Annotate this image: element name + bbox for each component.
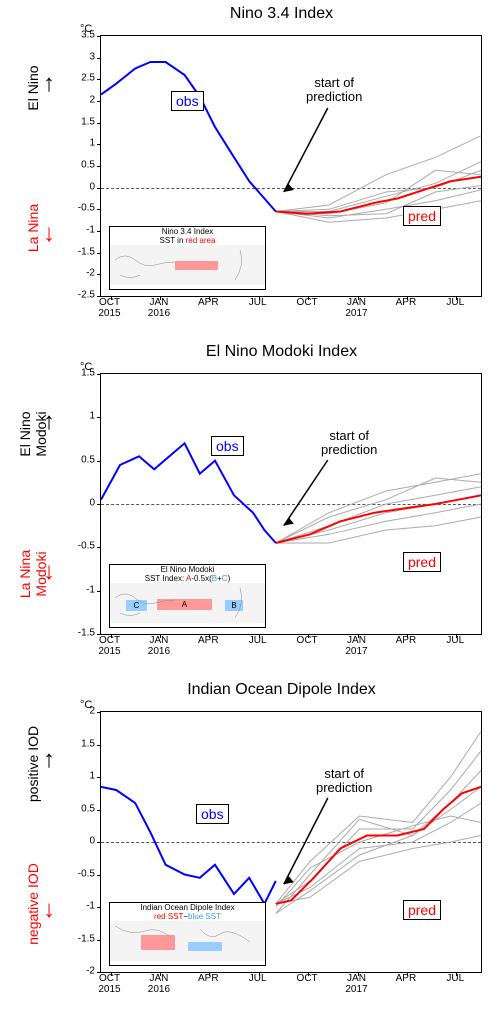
- up-phase-label: positive IOD: [25, 699, 41, 829]
- y-tick-label: -2: [65, 268, 95, 279]
- plot-area: obspredstart ofpredictionEl Nino ModokiS…: [100, 373, 482, 635]
- y-tick-label: -1.5: [65, 933, 95, 944]
- x-tick-label: APR: [198, 635, 219, 646]
- x-tick-label: JAN2017: [345, 635, 367, 657]
- inset-subtitle: red SST−blue SST: [110, 912, 265, 921]
- down-arrow-icon: ↓: [43, 220, 55, 248]
- y-tick-label: 1.5: [65, 738, 95, 749]
- x-tick-label: JUL: [249, 973, 267, 984]
- x-tick-label: APR: [396, 973, 417, 984]
- chart-panel-1: El Nino Modoki Index°Cobspredstart ofpre…: [5, 343, 498, 673]
- y-tick-label: 2: [65, 706, 95, 717]
- up-arrow-icon: ↑: [43, 746, 55, 774]
- y-tick-label: 1.5: [65, 116, 95, 127]
- x-tick-label: JAN2016: [148, 973, 170, 995]
- y-tick-label: 1.5: [65, 368, 95, 379]
- x-tick-label: OCT2015: [98, 973, 120, 995]
- x-tick-label: OCT: [297, 635, 318, 646]
- y-tick-label: 1: [65, 411, 95, 422]
- y-tick-label: 0: [65, 498, 95, 509]
- x-tick-label: JAN2017: [345, 297, 367, 319]
- x-tick-label: JUL: [249, 297, 267, 308]
- plot-area: obspredstart ofpredictionNino 3.4 IndexS…: [100, 35, 482, 297]
- inset-map: Indian Ocean Dipole Indexred SST−blue SS…: [109, 902, 266, 966]
- inset-title: Nino 3.4 Index: [110, 227, 265, 236]
- plot-area: obspredstart ofpredictionIndian Ocean Di…: [100, 711, 482, 973]
- y-tick-label: 3: [65, 51, 95, 62]
- y-tick-label: 0: [65, 181, 95, 192]
- y-tick-label: -1: [65, 225, 95, 236]
- x-tick-label: APR: [396, 635, 417, 646]
- y-tick-label: 1: [65, 138, 95, 149]
- x-tick-label: OCT: [297, 973, 318, 984]
- x-tick-label: JUL: [249, 635, 267, 646]
- x-tick-label: OCT2015: [98, 297, 120, 319]
- x-tick-label: OCT2015: [98, 635, 120, 657]
- inset-title: El Nino Modoki: [110, 565, 265, 574]
- y-tick-label: -2: [65, 966, 95, 977]
- y-tick-label: 0.5: [65, 160, 95, 171]
- chart-title: Nino 3.4 Index: [65, 5, 498, 23]
- down-phase-label: La Nina: [25, 163, 41, 293]
- up-arrow-icon: ↑: [43, 70, 55, 98]
- inset-subtitle: SST in red area: [110, 236, 265, 245]
- x-tick-label: APR: [198, 973, 219, 984]
- y-tick-label: -2.5: [65, 290, 95, 301]
- chart-panel-2: Indian Ocean Dipole Index°Cobspredstart …: [5, 681, 498, 1011]
- x-tick-label: JAN2016: [148, 635, 170, 657]
- x-tick-label: JUL: [446, 635, 464, 646]
- x-tick-label: JUL: [446, 297, 464, 308]
- chart-title: El Nino Modoki Index: [65, 343, 498, 361]
- chart-panel-0: Nino 3.4 Index°Cobspredstart ofpredictio…: [5, 5, 498, 335]
- y-tick-label: -1: [65, 584, 95, 595]
- down-arrow-icon: ↓: [43, 558, 55, 586]
- y-tick-label: -0.5: [65, 868, 95, 879]
- y-tick-label: -1.5: [65, 246, 95, 257]
- inset-map: Nino 3.4 IndexSST in red area: [109, 226, 266, 290]
- inset-subtitle: SST Index: A-0.5x(B+C): [110, 574, 265, 583]
- y-tick-label: 0: [65, 836, 95, 847]
- up-phase-label: El Nino: [25, 23, 41, 153]
- chart-title: Indian Ocean Dipole Index: [65, 681, 498, 699]
- down-arrow-icon: ↓: [43, 896, 55, 924]
- y-tick-label: 2: [65, 95, 95, 106]
- x-tick-label: JAN2017: [345, 973, 367, 995]
- down-phase-label: negative IOD: [25, 839, 41, 969]
- up-arrow-icon: ↑: [43, 408, 55, 436]
- y-tick-label: -1: [65, 901, 95, 912]
- y-tick-label: 2.5: [65, 73, 95, 84]
- x-tick-label: OCT: [297, 297, 318, 308]
- inset-title: Indian Ocean Dipole Index: [110, 903, 265, 912]
- y-tick-label: -0.5: [65, 203, 95, 214]
- x-tick-label: JUL: [446, 973, 464, 984]
- x-tick-label: JAN2016: [148, 297, 170, 319]
- y-tick-label: -1.5: [65, 628, 95, 639]
- y-tick-label: 0.5: [65, 803, 95, 814]
- x-tick-label: APR: [198, 297, 219, 308]
- y-tick-label: 0.5: [65, 454, 95, 465]
- x-tick-label: APR: [396, 297, 417, 308]
- y-tick-label: 1: [65, 771, 95, 782]
- y-tick-label: 3.5: [65, 30, 95, 41]
- inset-map: El Nino ModokiSST Index: A-0.5x(B+C)CAB: [109, 564, 266, 628]
- y-tick-label: -0.5: [65, 541, 95, 552]
